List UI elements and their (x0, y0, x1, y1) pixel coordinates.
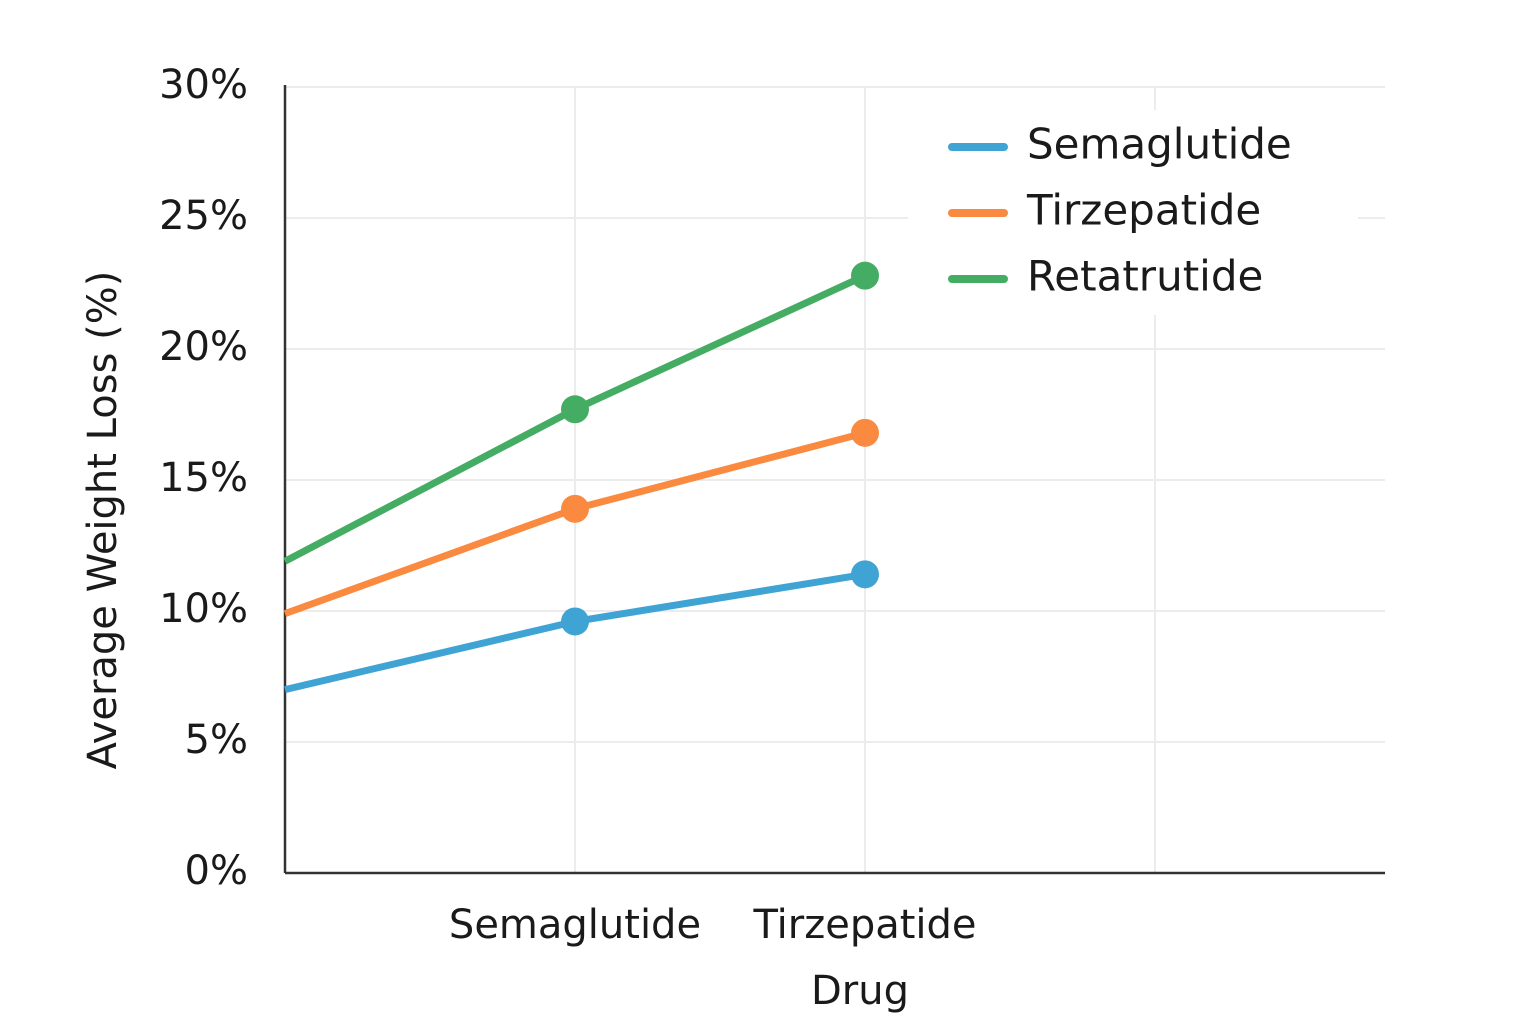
y-axis-title: Average Weight Loss (%) (80, 271, 126, 770)
y-tick-label: 20% (159, 324, 248, 370)
data-point (561, 607, 589, 636)
data-point (851, 560, 879, 589)
y-tick-label: 25% (159, 193, 248, 239)
data-point (851, 418, 879, 447)
y-tick-label: 0% (185, 848, 248, 894)
y-tick-label: 10% (159, 586, 248, 632)
y-tick-label: 5% (185, 717, 248, 763)
legend-label: Retatrutide (1027, 252, 1263, 301)
x-axis-title: Drug (811, 968, 909, 1014)
data-point (851, 261, 879, 290)
x-tick-label: Semaglutide (449, 902, 701, 948)
data-point (561, 494, 589, 523)
x-tick-label: Tirzepatide (752, 902, 976, 948)
y-tick-label: 30% (159, 62, 248, 108)
y-tick-label: 15% (159, 455, 248, 501)
legend-label: Tirzepatide (1026, 186, 1261, 235)
data-point (561, 395, 589, 424)
legend-label: Semaglutide (1027, 120, 1292, 169)
